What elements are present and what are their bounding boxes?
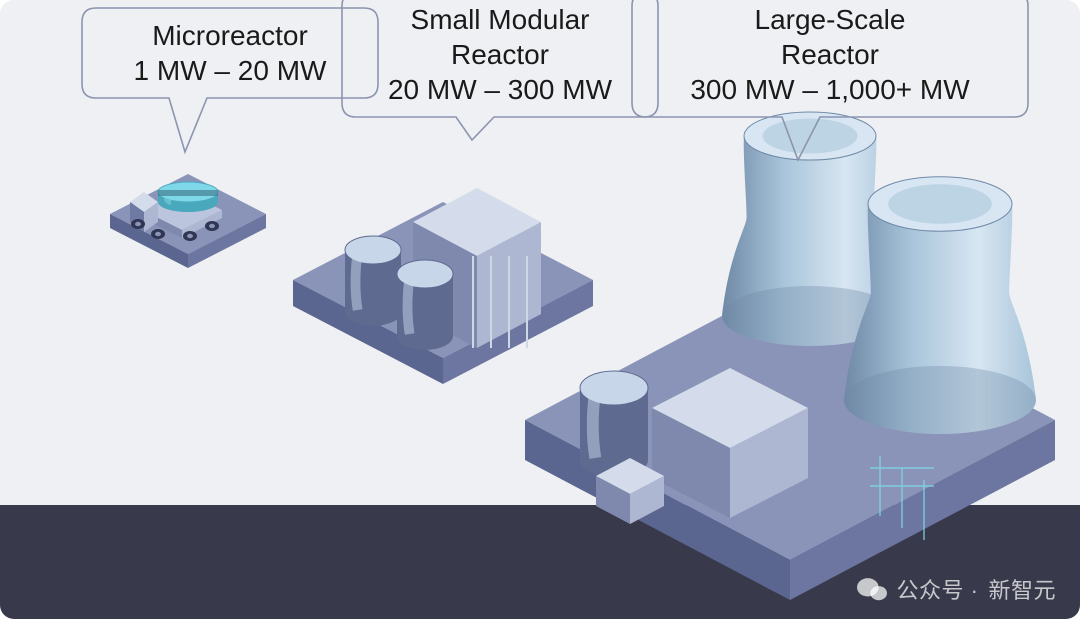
microreactor-range: 1 MW – 20 MW	[100, 53, 360, 88]
microreactor-callout: Microreactor 1 MW – 20 MW	[100, 18, 360, 88]
large-callout: Large-Scale Reactor 300 MW – 1,000+ MW	[650, 2, 1010, 107]
infographic-stage: Microreactor 1 MW – 20 MW Small Modular …	[0, 0, 1080, 619]
smr-title-2: Reactor	[360, 37, 640, 72]
wechat-icon	[857, 576, 887, 602]
smr-title-1: Small Modular	[360, 2, 640, 37]
large-title-1: Large-Scale	[650, 2, 1010, 37]
watermark-name: 新智元	[988, 573, 1056, 605]
large-range: 300 MW – 1,000+ MW	[650, 72, 1010, 107]
watermark: 公众号 · 新智元	[857, 573, 1056, 605]
watermark-prefix: 公众号 ·	[897, 573, 979, 605]
smr-callout: Small Modular Reactor 20 MW – 300 MW	[360, 2, 640, 107]
smr-range: 20 MW – 300 MW	[360, 72, 640, 107]
microreactor-title: Microreactor	[100, 18, 360, 53]
large-title-2: Reactor	[650, 37, 1010, 72]
